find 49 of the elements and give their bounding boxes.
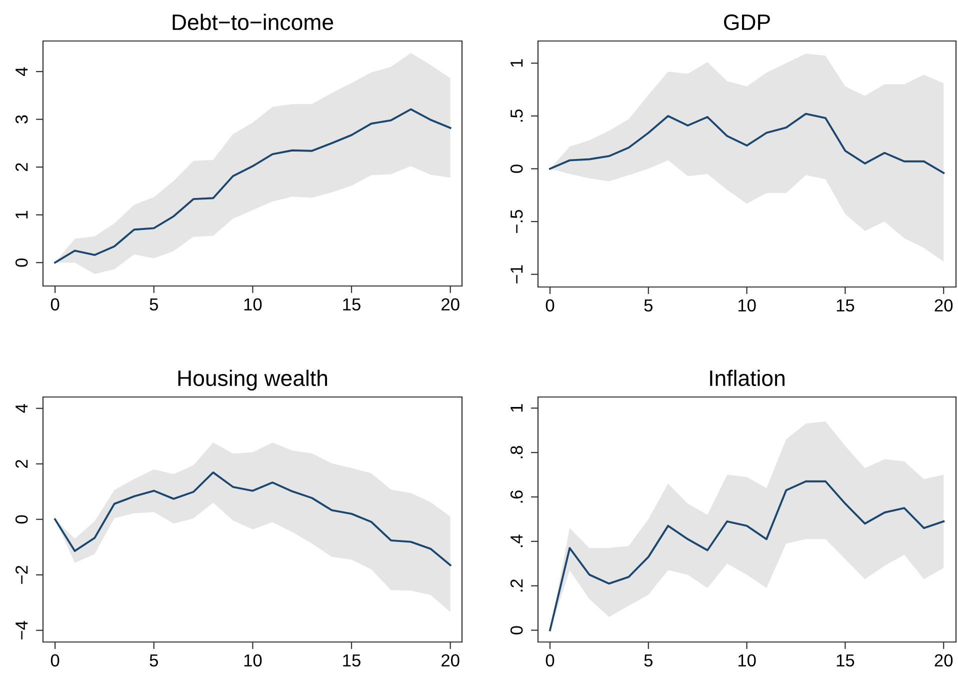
chart-title: Housing wealth (178, 370, 328, 390)
x-tick-label: 10 (244, 654, 262, 667)
x-tick-label: 10 (738, 654, 756, 667)
x-tick-label: 0 (50, 654, 60, 667)
y-tick-label: 1 (510, 404, 523, 412)
x-tick-label: 15 (836, 299, 854, 312)
chart-title: Inflation (710, 370, 784, 386)
y-tick-label: 1 (510, 59, 523, 67)
x-tick-label: 20 (934, 654, 953, 667)
y-tick-label: 2 (15, 460, 28, 468)
x-tick-label: 20 (442, 298, 460, 311)
line-series (54, 471, 452, 566)
y-tick-label: .5 (510, 109, 523, 122)
y-tick-label: −.5 (510, 210, 523, 233)
y-tick-label: 1 (16, 210, 28, 218)
y-tick-label: .6 (510, 490, 523, 503)
y-tick-label: 3 (15, 115, 28, 124)
x-tick-label: 20 (934, 299, 953, 312)
y-tick-label: −4 (16, 620, 28, 640)
line-series (549, 112, 945, 174)
y-tick-label: 0 (510, 626, 523, 634)
y-tick-label: 4 (16, 404, 28, 413)
y-tick-label: .2 (510, 579, 523, 592)
y-tick-label: 0 (15, 258, 28, 267)
x-tick-label: 15 (836, 654, 854, 667)
y-tick-label: .8 (510, 446, 523, 458)
x-tick-label: 0 (546, 654, 554, 667)
y-tick-label: 0 (15, 515, 28, 524)
line-series (549, 480, 945, 632)
x-tick-label: 10 (244, 298, 262, 311)
line-series (54, 108, 452, 264)
x-tick-label: 10 (738, 299, 756, 312)
y-tick-label: .4 (510, 534, 523, 548)
x-tick-label: 0 (546, 299, 554, 312)
x-tick-label: 5 (150, 654, 158, 667)
x-tick-label: 5 (644, 299, 653, 312)
x-tick-label: 15 (343, 654, 360, 667)
x-tick-label: 5 (644, 654, 653, 667)
chart-title: GDP (724, 14, 770, 30)
x-tick-label: 15 (343, 298, 360, 311)
x-tick-label: 0 (50, 298, 60, 311)
x-tick-label: 20 (442, 654, 460, 667)
y-tick-label: 2 (15, 163, 28, 172)
y-tick-label: 0 (510, 164, 523, 173)
chart-title: Debt−to−income (172, 14, 334, 30)
y-tick-label: 4 (16, 67, 28, 76)
x-tick-label: 5 (150, 298, 158, 311)
y-tick-label: −2 (15, 566, 28, 584)
y-tick-label: −1 (510, 265, 523, 284)
